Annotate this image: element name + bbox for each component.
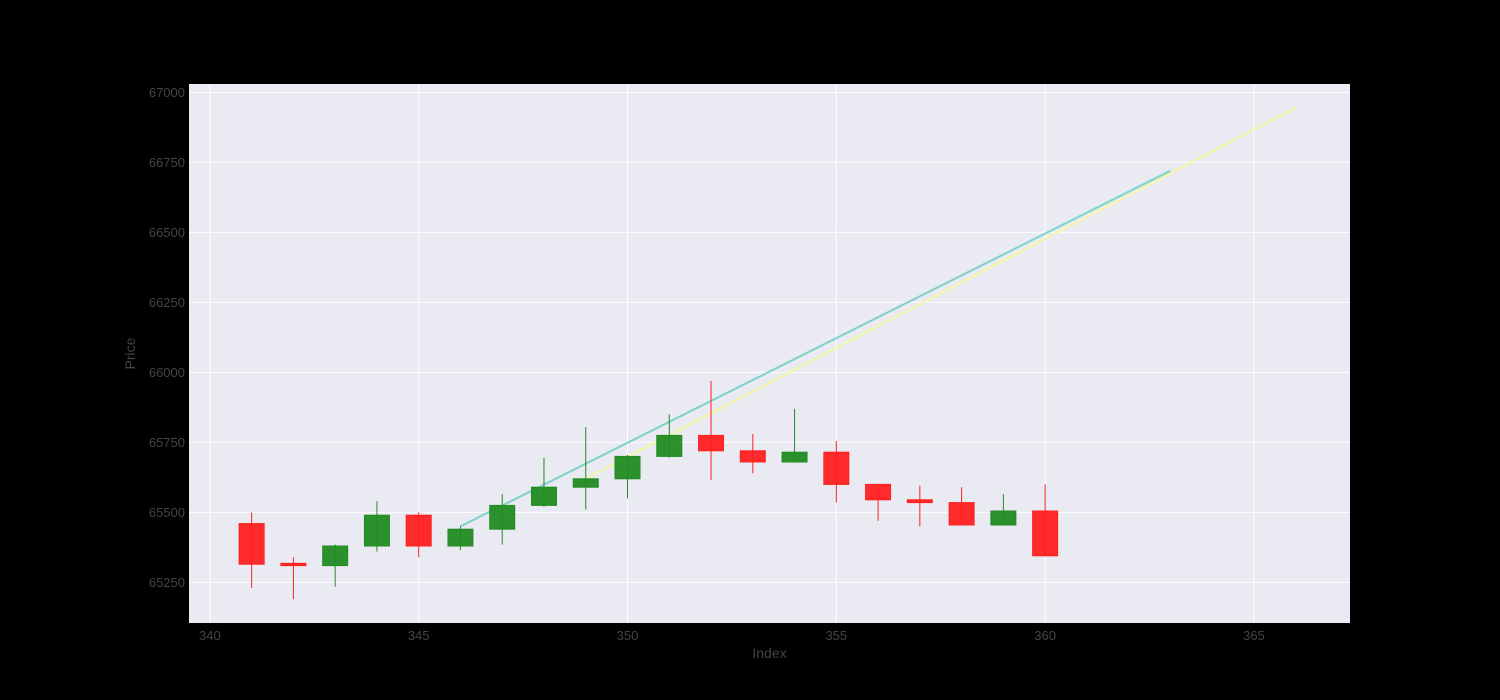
candle-body: [1032, 510, 1059, 557]
y-tick-label: 65500: [149, 505, 185, 520]
candle-decreasing: [948, 487, 975, 526]
candle-body: [739, 450, 766, 463]
candle-increasing: [572, 427, 599, 510]
candle-body: [614, 455, 641, 480]
x-tick-label: 355: [825, 628, 847, 643]
y-axis-title: Price: [122, 337, 138, 369]
candle-body: [656, 434, 683, 457]
candle-body: [948, 502, 975, 526]
y-tick-label: 65750: [149, 435, 185, 450]
candle-body: [781, 451, 808, 463]
candle-increasing: [489, 494, 516, 545]
y-tick-label: 66250: [149, 295, 185, 310]
x-tick-label: 360: [1034, 628, 1056, 643]
candle-increasing: [990, 494, 1017, 526]
x-tick-label: 345: [408, 628, 430, 643]
candle-decreasing: [238, 512, 265, 588]
candle-body: [572, 478, 599, 488]
candle-increasing: [781, 408, 808, 463]
candle-increasing: [363, 501, 390, 552]
candle-decreasing: [906, 485, 933, 527]
candle-decreasing: [698, 380, 725, 481]
y-tick-label: 66500: [149, 225, 185, 240]
candle-decreasing: [280, 557, 307, 600]
candle-body: [990, 510, 1017, 526]
candle-body: [698, 434, 725, 452]
x-tick-label: 340: [199, 628, 221, 643]
gridlines: [189, 84, 1350, 623]
candle-body: [823, 451, 850, 485]
candle-increasing: [530, 457, 557, 507]
candle-decreasing: [405, 512, 432, 558]
candle-body: [280, 562, 307, 567]
candle-body: [405, 514, 432, 547]
candle-body: [489, 504, 516, 530]
plot-area: [189, 84, 1350, 623]
candle-decreasing: [1032, 484, 1059, 557]
candle-increasing: [656, 414, 683, 458]
x-axis-title: Index: [752, 645, 786, 661]
trend-line: [585, 106, 1297, 480]
candle-decreasing: [865, 483, 892, 521]
candle-decreasing: [739, 434, 766, 474]
candle-body: [363, 514, 390, 547]
x-axis-ticks: 340 345 350 355 360 365: [199, 628, 1265, 643]
y-tick-label: 66000: [149, 365, 185, 380]
candle-decreasing: [823, 441, 850, 503]
candle-body: [906, 499, 933, 504]
candles: [238, 380, 1059, 600]
x-tick-label: 350: [617, 628, 639, 643]
candle-increasing: [614, 455, 641, 499]
candle-increasing: [322, 544, 349, 587]
trend-line: [460, 169, 1171, 528]
y-tick-label: 67000: [149, 85, 185, 100]
candle-increasing: [447, 526, 474, 551]
candle-body: [322, 545, 349, 567]
candle-body: [530, 486, 557, 506]
trend-lines: [460, 106, 1297, 528]
x-tick-label: 365: [1243, 628, 1265, 643]
y-tick-label: 66750: [149, 155, 185, 170]
y-axis-ticks: 65250 65500 65750 66000 66250 66500 66750 67000: [149, 85, 185, 590]
y-tick-label: 65250: [149, 575, 185, 590]
candle-body: [238, 523, 265, 565]
candle-body: [447, 528, 474, 547]
candle-body: [865, 483, 892, 501]
